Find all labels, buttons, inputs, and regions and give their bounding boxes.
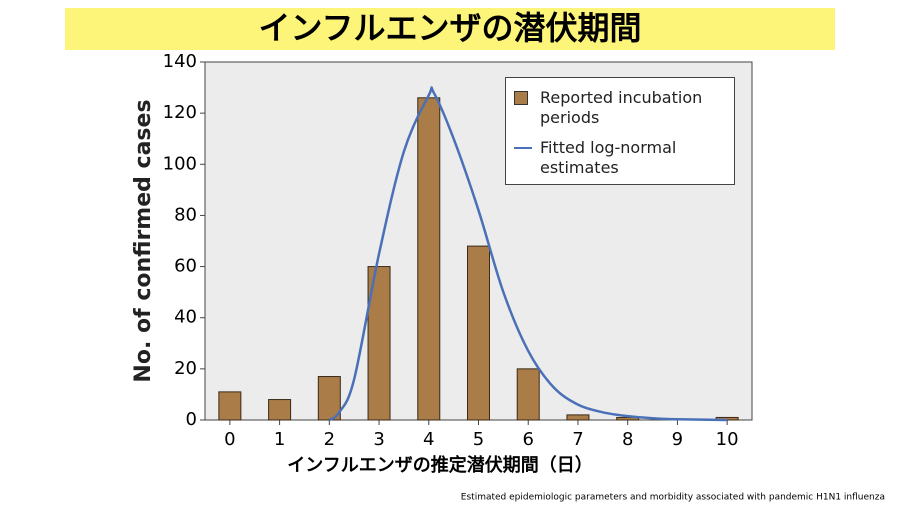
legend-label: Reported incubation periods: [540, 88, 703, 127]
x-tick-label: 0: [224, 429, 235, 450]
source-note: Estimated epidemiologic parameters and m…: [461, 493, 885, 503]
y-tick-label: 120: [163, 102, 197, 123]
bar: [268, 399, 292, 421]
y-tick-label: 0: [186, 409, 197, 430]
bar: [566, 414, 590, 421]
title-banner: [65, 8, 835, 50]
y-tick-label: 140: [163, 51, 197, 72]
y-tick-label: 20: [174, 358, 197, 379]
bar: [616, 416, 640, 421]
legend-label: Fitted log-normal estimates: [540, 138, 677, 177]
legend-entry: Reported incubation periods: [514, 88, 726, 128]
y-axis-label: No. of confirmed cases: [131, 99, 156, 382]
bar: [367, 266, 391, 421]
bar: [516, 368, 540, 421]
x-tick-label: 3: [373, 429, 384, 450]
bar: [218, 391, 242, 421]
x-tick-label: 5: [473, 429, 484, 450]
legend-entry: Fitted log-normal estimates: [514, 138, 726, 178]
x-tick-label: 10: [716, 429, 739, 450]
x-tick-label: 4: [423, 429, 434, 450]
x-tick-label: 9: [672, 429, 683, 450]
y-tick-label: 40: [174, 307, 197, 328]
x-tick-label: 8: [622, 429, 633, 450]
x-tick-label: 2: [324, 429, 335, 450]
bar: [417, 97, 441, 421]
legend-swatch: [514, 147, 532, 149]
x-tick-label: 1: [274, 429, 285, 450]
x-axis-label: インフルエンザの推定潜伏期間（日）: [287, 454, 592, 476]
legend-swatch: [514, 91, 528, 105]
legend: Reported incubation periods Fitted log-n…: [505, 77, 735, 185]
y-tick-label: 60: [174, 256, 197, 277]
y-tick-label: 100: [163, 153, 197, 174]
fitted-line: [328, 86, 728, 422]
x-tick-label: 6: [523, 429, 534, 450]
chart-title: インフルエンザの潜伏期間: [258, 9, 641, 47]
x-tick-label: 7: [572, 429, 583, 450]
y-tick-label: 80: [174, 204, 197, 225]
bar: [467, 245, 490, 421]
